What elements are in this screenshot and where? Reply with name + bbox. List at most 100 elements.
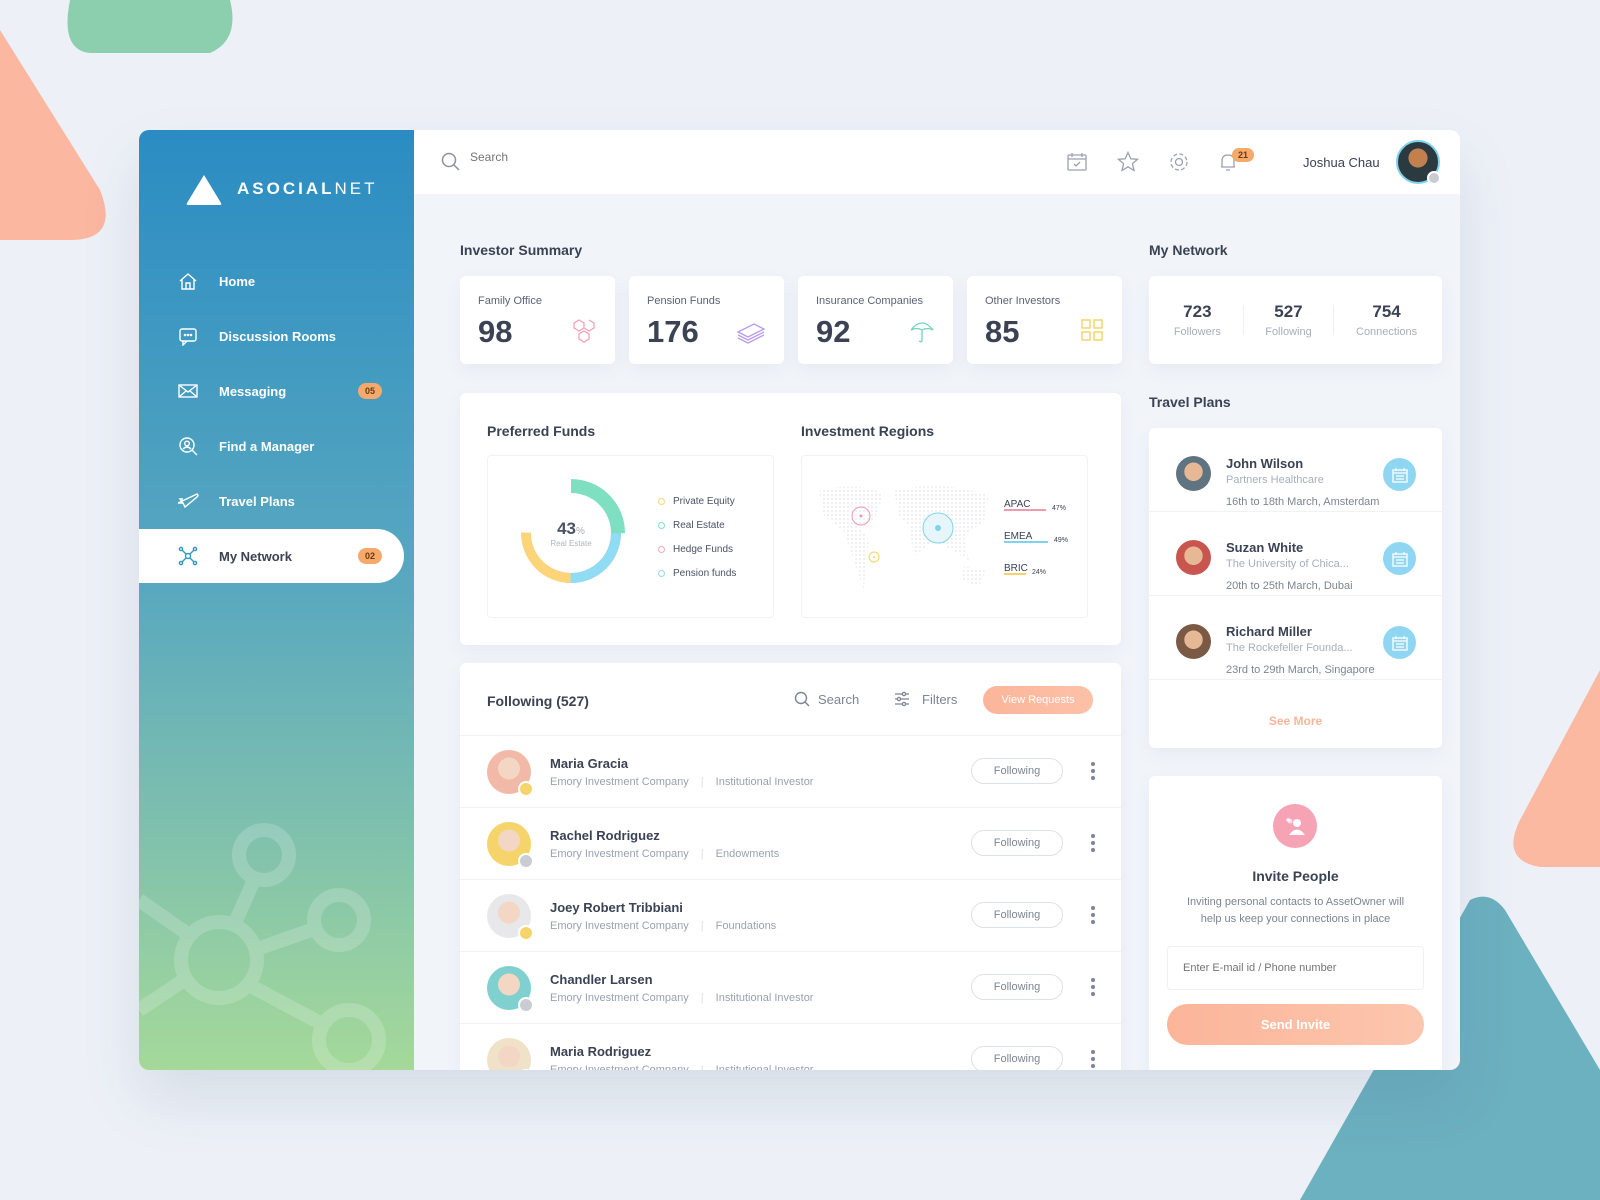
medal-icon xyxy=(518,1069,534,1070)
person-name[interactable]: Chandler Larsen xyxy=(550,972,653,987)
travel-dates: 16th to 18th March, Amsterdam xyxy=(1226,496,1380,508)
calendar-icon[interactable] xyxy=(1383,458,1416,491)
sidebar-item-discussion-rooms[interactable]: Discussion Rooms xyxy=(139,309,404,363)
person-name[interactable]: Maria Rodriguez xyxy=(550,1044,652,1059)
brand-name-bold: ASOCIAL xyxy=(237,179,335,198)
stat-value: 92 xyxy=(816,314,851,349)
following-button[interactable]: Following xyxy=(971,974,1063,1000)
investment-regions-title: Investment Regions xyxy=(801,423,935,439)
stat-card-family-office[interactable]: Family Office 98 xyxy=(460,276,615,364)
more-options-icon[interactable] xyxy=(1091,762,1095,783)
funds-legend: Private Equity Real Estate Hedge Funds P… xyxy=(658,489,736,585)
world-map xyxy=(819,486,989,591)
avatar[interactable] xyxy=(487,894,534,941)
gear-icon[interactable] xyxy=(1168,151,1190,173)
umbrella-icon xyxy=(910,322,934,343)
money-stack-icon xyxy=(736,323,766,344)
traveler-org: Partners Healthcare xyxy=(1226,474,1324,486)
bell-icon[interactable] xyxy=(1218,152,1238,172)
table-row[interactable]: Maria Gracia Emory Investment Company | In… xyxy=(460,735,1121,807)
send-invite-button[interactable]: Send Invite xyxy=(1167,1004,1424,1045)
travel-plan-item[interactable]: Suzan White The University of Chica... 2… xyxy=(1149,512,1442,596)
grid-icon xyxy=(1081,319,1103,341)
sidebar-item-messaging[interactable]: Messaging 05 xyxy=(139,364,404,418)
person-name[interactable]: Rachel Rodriguez xyxy=(550,828,660,843)
sidebar-item-label: Travel Plans xyxy=(219,493,295,509)
messaging-badge: 05 xyxy=(357,383,382,399)
traveler-name: Richard Miller xyxy=(1226,624,1312,639)
person-meta: Emory Investment Company | Institutional I… xyxy=(550,992,814,1004)
donut-chart xyxy=(517,479,625,587)
search-user-icon xyxy=(177,435,199,457)
region-marker-apac xyxy=(851,506,871,526)
invite-contact-input[interactable] xyxy=(1167,946,1424,990)
avatar[interactable] xyxy=(487,822,534,869)
legend-item: Hedge Funds xyxy=(658,537,736,561)
more-options-icon[interactable] xyxy=(1091,834,1095,855)
stat-connections[interactable]: 754 Connections xyxy=(1356,302,1418,338)
donut-segment-real-estate xyxy=(517,479,625,587)
travel-plan-item[interactable]: John Wilson Partners Healthcare 16th to … xyxy=(1149,428,1442,512)
table-row[interactable]: Rachel Rodriguez Emory Investment Compan… xyxy=(460,807,1121,879)
top-bar: 21 Joshua Chau xyxy=(414,130,1460,194)
sidebar-item-home[interactable]: Home xyxy=(139,254,404,308)
following-button[interactable]: Following xyxy=(971,902,1063,928)
more-options-icon[interactable] xyxy=(1091,1050,1095,1070)
sidebar-item-label: Messaging xyxy=(219,383,287,399)
preferred-funds-title: Preferred Funds xyxy=(487,423,596,439)
hexagons-icon xyxy=(573,319,595,343)
stat-card-pension-funds[interactable]: Pension Funds 176 xyxy=(629,276,784,364)
calendar-icon[interactable] xyxy=(1383,542,1416,575)
traveler-org: The Rockefeller Founda... xyxy=(1226,642,1353,654)
avatar xyxy=(1176,624,1211,659)
sidebar-item-label: Home xyxy=(219,273,256,289)
traveler-org: The University of Chica... xyxy=(1226,558,1349,570)
table-row[interactable]: Joey Robert Tribbiani Emory Investment C… xyxy=(460,879,1121,951)
traveler-name: John Wilson xyxy=(1226,456,1304,471)
stat-value: 85 xyxy=(985,314,1020,349)
table-row[interactable]: Maria Rodriguez Emory Investment Company… xyxy=(460,1023,1121,1070)
avatar[interactable] xyxy=(487,966,534,1013)
star-icon[interactable] xyxy=(1117,151,1139,173)
stat-followers[interactable]: 723 Followers xyxy=(1173,302,1221,338)
brand-logo[interactable]: ASOCIALNET xyxy=(185,172,378,206)
following-button[interactable]: Following xyxy=(971,1046,1063,1070)
table-row[interactable]: Chandler Larsen Emory Investment Company… xyxy=(460,951,1121,1023)
stat-card-other-investors[interactable]: Other Investors 85 xyxy=(967,276,1122,364)
avatar[interactable] xyxy=(487,1038,534,1070)
calendar-icon[interactable] xyxy=(1383,626,1416,659)
search-input[interactable] xyxy=(470,150,770,164)
decor-shape xyxy=(0,0,233,240)
sidebar-item-travel-plans[interactable]: Travel Plans xyxy=(139,474,404,528)
charts-card: Preferred Funds Investment Regions 43% Re… xyxy=(460,393,1121,645)
sidebar-item-my-network[interactable]: My Network 02 xyxy=(139,529,404,583)
filters-button[interactable]: Filters xyxy=(894,691,957,707)
sidebar-item-find-a-manager[interactable]: Find a Manager xyxy=(139,419,404,473)
app-window: ASOCIALNET Home Discussion Rooms Messagi… xyxy=(139,130,1460,1070)
stat-card-insurance-companies[interactable]: Insurance Companies 92 xyxy=(798,276,953,364)
preferred-funds-chart: 43% Real Estate Private Equity Real Estat… xyxy=(487,455,774,618)
more-options-icon[interactable] xyxy=(1091,978,1095,999)
view-requests-button[interactable]: View Requests xyxy=(983,686,1093,714)
region-item-bric: BRIC 24% xyxy=(1004,563,1047,576)
person-name[interactable]: Joey Robert Tribbiani xyxy=(550,900,683,915)
user-avatar[interactable] xyxy=(1396,140,1441,185)
stat-value: 176 xyxy=(647,314,699,349)
logo-triangle-icon xyxy=(186,175,222,205)
legend-item: Real Estate xyxy=(658,513,736,537)
user-name[interactable]: Joshua Chau xyxy=(1303,155,1380,170)
person-meta: Emory Investment Company | Foundations xyxy=(550,920,777,932)
see-more-link[interactable]: See More xyxy=(1268,714,1323,728)
avatar[interactable] xyxy=(487,750,534,797)
travel-plan-item[interactable]: Richard Miller The Rockefeller Founda...… xyxy=(1149,596,1442,680)
person-name[interactable]: Maria Gracia xyxy=(550,756,629,771)
more-options-icon[interactable] xyxy=(1091,906,1095,927)
my-network-title: My Network xyxy=(1149,242,1228,258)
person-meta: Emory Investment Company | Endowments xyxy=(550,848,780,860)
stat-following[interactable]: 527 Following xyxy=(1265,302,1312,338)
region-marker-bric xyxy=(868,551,880,563)
following-button[interactable]: Following xyxy=(971,830,1063,856)
following-button[interactable]: Following xyxy=(971,758,1063,784)
calendar-icon[interactable] xyxy=(1067,152,1087,172)
following-search-button[interactable]: Search xyxy=(794,691,859,707)
